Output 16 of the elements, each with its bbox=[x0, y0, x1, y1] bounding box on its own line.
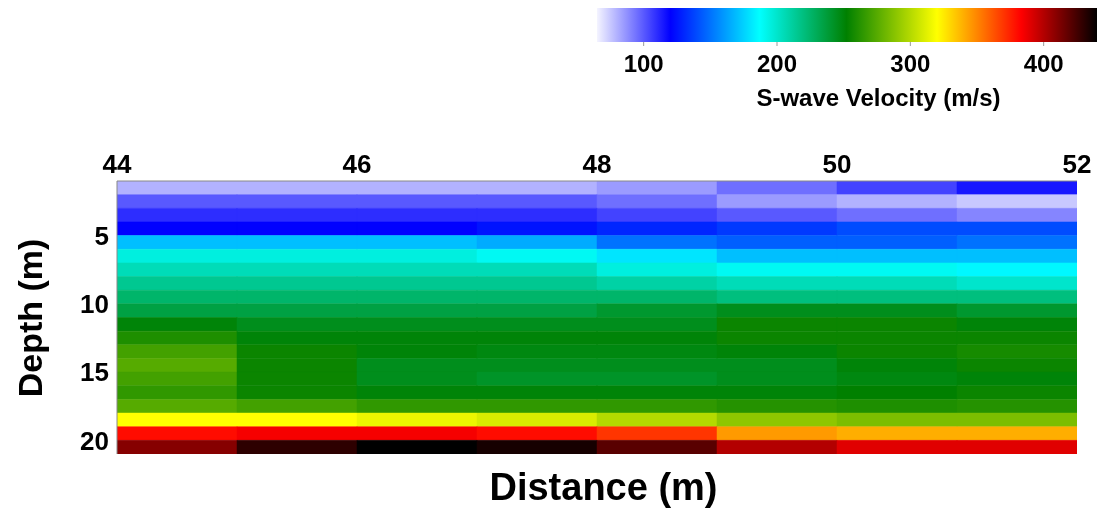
y-tick-label: 10 bbox=[80, 289, 109, 320]
y-tick-label: 5 bbox=[94, 220, 109, 251]
y-tick-label: 15 bbox=[80, 357, 109, 388]
x-tick-label: 50 bbox=[822, 149, 852, 179]
x-tick-label: 48 bbox=[582, 149, 612, 179]
color-bar-label: 200 bbox=[756, 50, 798, 77]
color-bar-label: 100 bbox=[623, 50, 664, 77]
color-bar-label: 300 bbox=[890, 50, 931, 77]
color-bar-label: 400 bbox=[1023, 50, 1064, 77]
x-tick-label: 46 bbox=[342, 149, 372, 179]
y-tick-label: 20 bbox=[80, 425, 109, 456]
color-bar-title: S-wave Velocity (m/s) bbox=[755, 84, 1002, 112]
y-axis-title: Depth (m) bbox=[10, 237, 50, 400]
x-tick-label: 52 bbox=[1062, 149, 1092, 179]
x-axis-title: Distance (m) bbox=[488, 466, 719, 509]
x-tick-label: 44 bbox=[102, 149, 132, 179]
